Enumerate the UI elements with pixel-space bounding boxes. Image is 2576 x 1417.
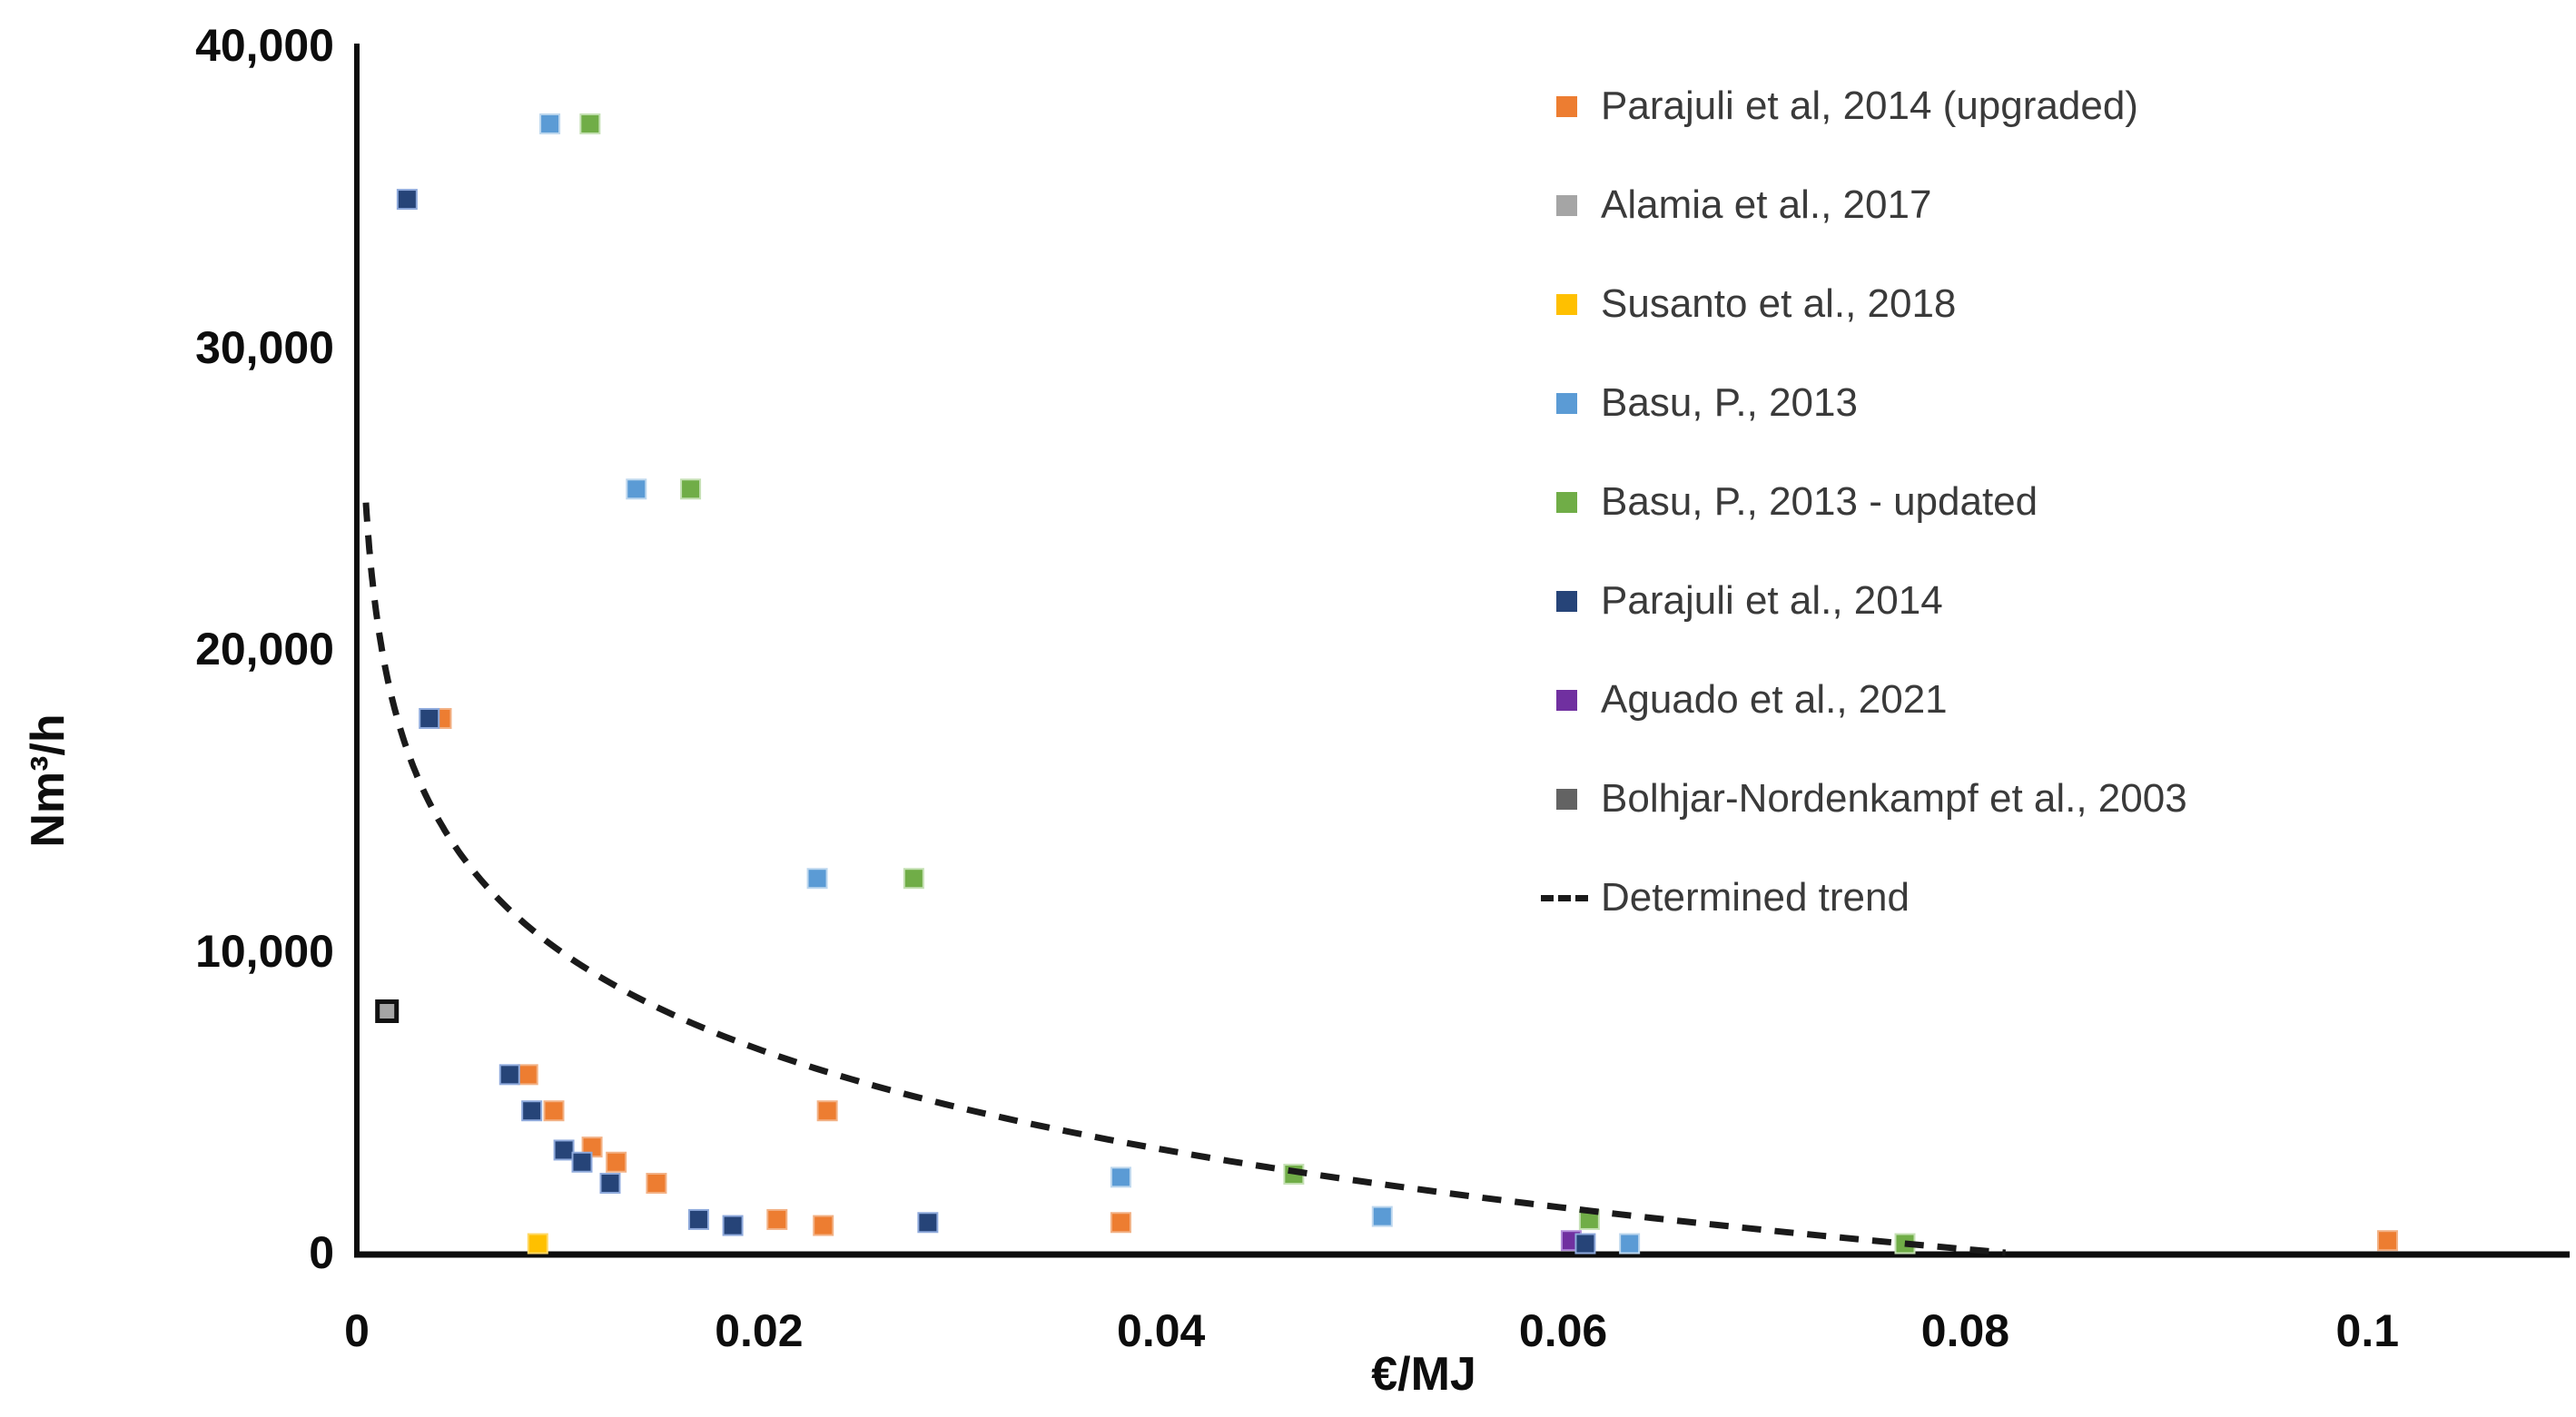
legend-item: Parajuli et al, 2014 (upgraded) [1541,84,2138,129]
legend-swatch-icon [1556,392,1577,414]
data-point-series-5 [553,1139,575,1161]
legend-item: Basu, P., 2013 [1541,380,1858,426]
x-tick-label: 0.04 [1117,1305,1206,1356]
y-axis-title: Nm³/h [22,713,74,848]
data-point-series-0 [1110,1212,1131,1234]
data-point-series-5 [1574,1233,1596,1255]
legend-label: Basu, P., 2013 - updated [1601,479,2038,524]
data-point-series-5 [722,1215,744,1236]
data-point-series-3 [539,113,561,134]
data-point-series-0 [543,1100,565,1122]
data-point-series-0 [517,1064,538,1086]
legend-label: Aguado et al., 2021 [1601,677,1948,722]
legend-label: Bolhjar-Nordenkampf et al., 2003 [1601,776,2187,821]
x-tick-label: 0.06 [1518,1305,1608,1356]
data-point-series-0 [816,1100,838,1122]
data-point-series-5 [521,1100,543,1122]
legend-swatch-icon [1556,689,1577,711]
y-tick-label: 0 [309,1227,334,1278]
legend-item: Basu, P., 2013 - updated [1541,479,2038,525]
data-point-series-3 [1371,1205,1393,1227]
legend-swatch-icon [1556,194,1577,216]
x-tick-label: 0.02 [715,1305,804,1356]
legend-item: Susanto et al., 2018 [1541,281,1956,327]
data-point-series-0 [2376,1230,2398,1252]
data-point-series-4 [579,113,601,134]
legend-item: Determined trend [1541,875,1910,920]
data-point-series-5 [498,1064,520,1086]
data-point-series-5 [571,1151,593,1173]
data-point-series-5 [687,1208,709,1230]
data-point-series-2 [527,1233,548,1255]
legend-swatch-icon [1556,590,1577,612]
data-point-series-4 [680,478,702,500]
data-point-series-1 [375,999,400,1023]
data-point-series-5 [419,707,440,729]
data-point-series-0 [646,1173,667,1195]
data-point-series-3 [1619,1233,1641,1255]
y-tick-label: 10,000 [195,925,334,977]
y-tick-label: 30,000 [195,321,334,373]
y-tick-label: 20,000 [195,624,334,674]
x-tick-label: 0 [344,1305,370,1356]
x-tick-label: 0.1 [2335,1305,2400,1356]
legend-label: Basu, P., 2013 [1601,380,1858,425]
x-axis-title: €/MJ [1371,1348,1476,1401]
data-point-series-5 [917,1212,939,1234]
data-point-series-0 [813,1215,834,1236]
legend-swatch-icon [1556,293,1577,315]
data-point-series-4 [903,868,924,890]
legend-label: Parajuli et al, 2014 (upgraded) [1601,84,2138,128]
data-point-series-5 [396,189,418,211]
legend-swatch-icon [1556,491,1577,513]
legend-dash-icon [1541,894,1588,901]
legend-swatch-icon [1556,788,1577,810]
legend-swatch-icon [1556,95,1577,117]
y-tick-label: 40,000 [195,20,334,71]
x-tick-label: 0.08 [1920,1305,2010,1356]
legend-label: Alamia et al., 2017 [1601,182,1932,227]
data-point-series-5 [599,1173,621,1195]
legend-item: Alamia et al., 2017 [1541,182,1931,228]
data-point-series-3 [626,478,647,500]
legend-label: Determined trend [1601,875,1910,920]
legend-item: Aguado et al., 2021 [1541,677,1948,723]
legend-item: Parajuli et al., 2014 [1541,578,1943,624]
trend-line [362,502,2007,1256]
data-point-series-0 [766,1208,788,1230]
legend-label: Susanto et al., 2018 [1601,281,1957,326]
data-point-series-3 [1110,1166,1131,1188]
legend-label: Parajuli et al., 2014 [1601,578,1943,623]
legend-item: Bolhjar-Nordenkampf et al., 2003 [1541,776,2187,822]
data-point-series-0 [606,1151,627,1173]
data-point-series-3 [806,868,828,890]
